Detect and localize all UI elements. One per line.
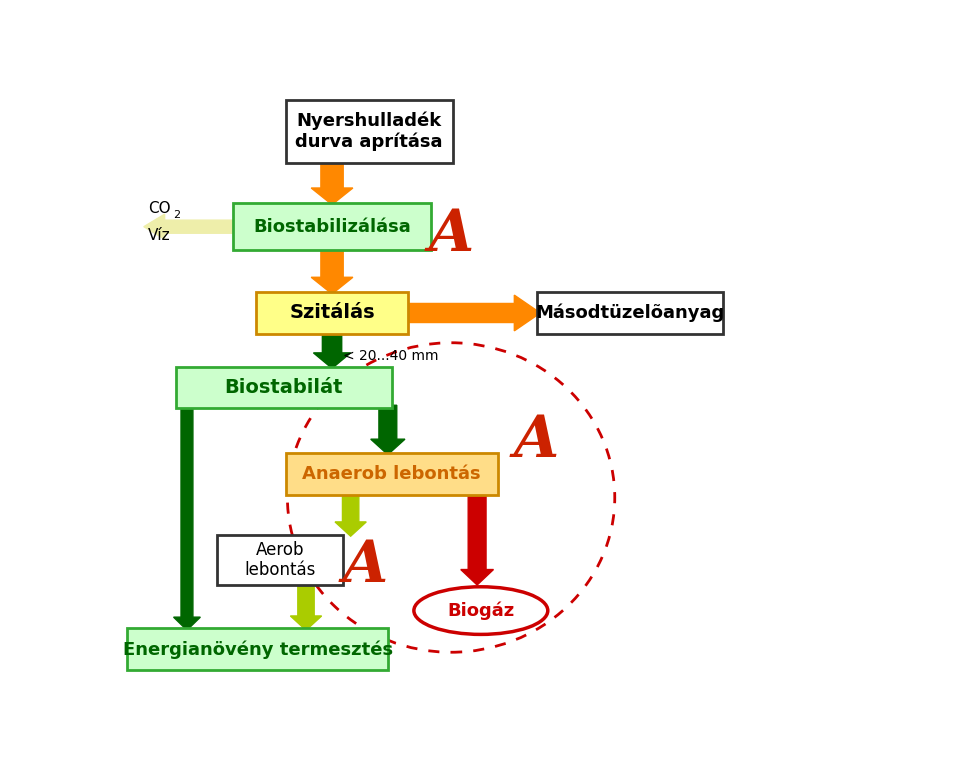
FancyBboxPatch shape	[217, 535, 344, 585]
Text: Biostabilizálása: Biostabilizálása	[253, 218, 411, 236]
Text: Biogáz: Biogáz	[447, 601, 515, 620]
Text: Aerob
lebontás: Aerob lebontás	[244, 540, 316, 580]
Text: < 20...40 mm: < 20...40 mm	[344, 349, 439, 363]
Polygon shape	[174, 405, 201, 630]
Text: Víz: Víz	[148, 228, 171, 243]
Text: A: A	[428, 207, 473, 264]
FancyBboxPatch shape	[255, 292, 408, 334]
Polygon shape	[290, 582, 322, 630]
Text: Másodtüzelõanyag: Másodtüzelõanyag	[535, 304, 724, 322]
Text: Nyershulladék
durva aprítása: Nyershulladék durva aprítása	[296, 111, 443, 152]
FancyBboxPatch shape	[285, 100, 453, 162]
Polygon shape	[311, 247, 353, 294]
Text: A: A	[343, 538, 388, 594]
Text: Biostabilát: Biostabilát	[225, 378, 343, 397]
Text: Szitálás: Szitálás	[289, 304, 374, 322]
Polygon shape	[335, 492, 367, 536]
Text: Anaerob lebontás: Anaerob lebontás	[302, 465, 481, 482]
FancyBboxPatch shape	[233, 203, 431, 250]
Text: 2: 2	[174, 209, 180, 220]
Polygon shape	[461, 492, 493, 585]
Polygon shape	[371, 405, 405, 455]
Text: Energianövény termesztés: Energianövény termesztés	[123, 640, 393, 659]
Text: A: A	[514, 413, 560, 469]
FancyBboxPatch shape	[128, 628, 388, 670]
Polygon shape	[311, 160, 353, 205]
FancyBboxPatch shape	[537, 292, 723, 334]
Polygon shape	[313, 331, 350, 369]
Polygon shape	[144, 214, 237, 239]
Text: CO: CO	[148, 201, 171, 216]
FancyBboxPatch shape	[285, 453, 497, 495]
FancyBboxPatch shape	[176, 366, 392, 408]
Polygon shape	[406, 295, 540, 331]
